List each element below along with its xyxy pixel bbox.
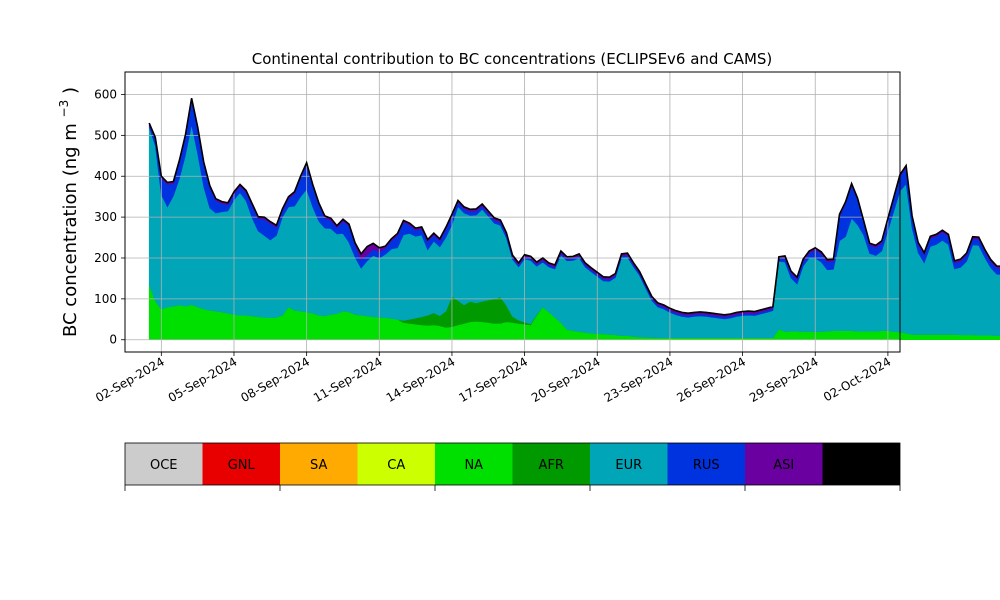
x-tick-label: 02-Oct-2024 bbox=[821, 354, 893, 404]
y-tick-label: 400 bbox=[94, 169, 117, 183]
legend-colorbar: OCE GNL SA CA NA AFR EUR RUS ASI AUS bbox=[124, 442, 901, 491]
legend-swatch-oce bbox=[125, 443, 203, 485]
x-tick-label: 29-Sep-2024 bbox=[747, 354, 821, 405]
x-tick-label: 26-Sep-2024 bbox=[674, 354, 748, 405]
total-line bbox=[148, 98, 1000, 316]
x-tick-label: 17-Sep-2024 bbox=[456, 354, 530, 405]
legend-label-ca: CA bbox=[387, 458, 405, 473]
total-outline bbox=[148, 98, 1000, 316]
plot-frame bbox=[124, 71, 901, 353]
y-axis-label-exponent: −3 bbox=[57, 100, 71, 118]
legend-label-gnl: GNL bbox=[228, 458, 256, 473]
y-axis-label: BC concentration (ng m −3 ) bbox=[52, 87, 81, 337]
y-tick-label: 0 bbox=[109, 333, 117, 347]
y-tick-label: 500 bbox=[94, 128, 117, 142]
y-axis-label-close: ) bbox=[60, 87, 81, 94]
x-tick-label: 20-Sep-2024 bbox=[529, 354, 603, 405]
x-tick-label: 02-Sep-2024 bbox=[93, 354, 167, 405]
legend-label-asi: ASI bbox=[773, 458, 794, 473]
x-tick-label: 14-Sep-2024 bbox=[384, 354, 458, 405]
legend-swatch-ca bbox=[357, 443, 435, 485]
chart-title: Continental contribution to BC concentra… bbox=[252, 50, 773, 68]
x-tick-label: 23-Sep-2024 bbox=[602, 354, 676, 405]
x-tick-label: 05-Sep-2024 bbox=[166, 354, 240, 405]
legend-swatch-sa bbox=[280, 443, 358, 485]
x-tick-label: 11-Sep-2024 bbox=[311, 354, 385, 405]
legend-label-oce: OCE bbox=[150, 458, 178, 473]
y-axis: 0 100 200 300 400 500 600 bbox=[94, 87, 125, 347]
legend-swatch-na bbox=[435, 443, 513, 485]
chart-grid bbox=[125, 72, 900, 352]
legend-swatch-asi bbox=[745, 443, 823, 485]
y-tick-label: 100 bbox=[94, 292, 117, 306]
legend-swatch-eur bbox=[590, 443, 668, 485]
legend-swatch-afr bbox=[512, 443, 590, 485]
legend-swatch-gnl bbox=[202, 443, 280, 485]
legend-label-eur: EUR bbox=[615, 458, 642, 473]
legend-label-afr: AFR bbox=[539, 458, 564, 473]
x-tick-label: 08-Sep-2024 bbox=[238, 354, 312, 405]
y-tick-label: 600 bbox=[94, 87, 117, 101]
stacked-area-fills bbox=[148, 98, 1000, 340]
legend-label-sa: SA bbox=[310, 458, 327, 473]
y-tick-label: 200 bbox=[94, 251, 117, 265]
legend-frame bbox=[124, 442, 901, 486]
legend-swatch-rus bbox=[667, 443, 745, 485]
legend-label-rus: RUS bbox=[693, 458, 720, 473]
y-axis-label-main: BC concentration (ng m bbox=[60, 123, 81, 337]
x-axis: 02-Sep-202405-Sep-202408-Sep-202411-Sep-… bbox=[93, 352, 893, 405]
y-tick-label: 300 bbox=[94, 210, 117, 224]
legend-swatch-aus bbox=[822, 443, 900, 485]
legend-label-aus: AUS bbox=[848, 458, 875, 473]
legend-label-na: NA bbox=[464, 458, 483, 473]
